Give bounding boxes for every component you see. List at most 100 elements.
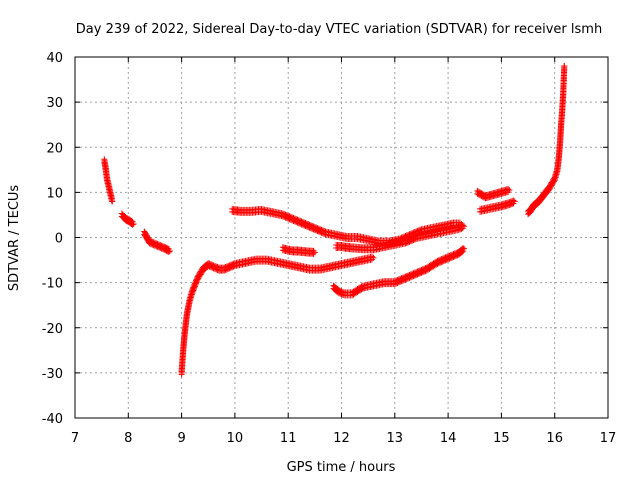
data-point xyxy=(403,276,410,283)
data-point xyxy=(190,286,197,293)
data-point xyxy=(407,274,414,281)
data-point xyxy=(507,201,514,208)
series-arc3 xyxy=(141,228,173,255)
data-point xyxy=(166,248,173,255)
x-tick-label: 17 xyxy=(600,431,617,446)
x-tick-label: 8 xyxy=(124,431,132,446)
data-point xyxy=(550,178,557,185)
data-point xyxy=(453,252,460,259)
data-point xyxy=(227,264,234,271)
y-tick-label: 40 xyxy=(46,51,63,66)
data-point xyxy=(405,239,412,246)
data-point xyxy=(191,283,198,290)
data-point xyxy=(443,256,450,263)
data-point xyxy=(410,237,417,244)
data-point xyxy=(458,225,465,232)
x-tick-label: 7 xyxy=(71,431,79,446)
data-point xyxy=(395,279,402,286)
data-point xyxy=(130,220,137,227)
data-point xyxy=(398,278,405,285)
data-point xyxy=(509,201,516,208)
data-point xyxy=(402,240,409,247)
x-tick-label: 16 xyxy=(546,431,563,446)
data-point xyxy=(433,261,440,268)
x-axis-label: GPS time / hours xyxy=(287,460,396,475)
data-point xyxy=(414,271,421,278)
data-point xyxy=(226,265,233,272)
chart-title: Day 239 of 2022, Sidereal Day-to-day VTE… xyxy=(76,22,602,37)
y-tick-label: 30 xyxy=(46,96,63,111)
data-point xyxy=(403,239,410,246)
y-tick-label: 20 xyxy=(46,141,63,156)
data-point xyxy=(461,245,468,252)
series-arc8 xyxy=(330,245,468,299)
y-tick-label: 10 xyxy=(46,186,63,201)
data-point xyxy=(411,272,418,279)
x-tick-label: 12 xyxy=(333,431,350,446)
series-arc2 xyxy=(118,210,137,228)
data-point xyxy=(311,249,318,256)
data-point xyxy=(451,253,458,260)
data-point xyxy=(193,279,200,286)
data-point xyxy=(415,270,422,277)
data-point xyxy=(419,269,426,276)
data-point xyxy=(417,270,424,277)
data-point xyxy=(506,202,513,209)
data-point xyxy=(411,236,418,243)
y-tick-label: -10 xyxy=(42,277,63,292)
series-arc11 xyxy=(525,63,568,218)
series-arc4 xyxy=(178,253,377,378)
y-tick-label: -20 xyxy=(42,322,63,337)
data-point xyxy=(225,265,232,272)
data-point xyxy=(450,254,457,261)
data-point xyxy=(409,273,416,280)
data-point xyxy=(410,273,417,280)
series-arc1 xyxy=(101,156,116,205)
data-point xyxy=(407,238,414,245)
data-point xyxy=(406,238,413,245)
data-point xyxy=(421,268,428,275)
data-points xyxy=(101,63,568,378)
data-point xyxy=(506,187,513,194)
x-tick-label: 11 xyxy=(280,431,297,446)
data-point xyxy=(406,274,413,281)
data-point xyxy=(561,63,568,70)
data-point xyxy=(405,275,412,282)
y-tick-label: -30 xyxy=(42,367,63,382)
data-point xyxy=(192,282,199,289)
data-point xyxy=(229,264,236,271)
data-point xyxy=(458,249,465,256)
data-point xyxy=(358,286,365,293)
x-tick-label: 10 xyxy=(227,431,244,446)
y-axis-label: SDTVAR / TECUs xyxy=(7,185,22,292)
y-tick-label: 0 xyxy=(55,232,63,247)
data-point xyxy=(397,278,404,285)
x-tick-label: 13 xyxy=(387,431,404,446)
data-point xyxy=(442,257,449,264)
data-point xyxy=(399,277,406,284)
data-point xyxy=(370,254,377,261)
x-tick-label: 9 xyxy=(177,431,185,446)
data-point xyxy=(109,198,116,205)
x-axis-ticks: 7 8 9 10 11 12 13 14 15 16 17 xyxy=(71,57,616,446)
data-point xyxy=(413,272,420,279)
data-point xyxy=(129,221,136,228)
data-point xyxy=(461,223,468,230)
data-point xyxy=(393,280,400,287)
data-point xyxy=(194,277,201,284)
data-point xyxy=(191,284,198,291)
data-point xyxy=(230,263,237,270)
data-point xyxy=(165,248,172,255)
series-arc5 xyxy=(229,205,465,247)
data-point xyxy=(402,276,409,283)
y-axis-ticks: -40 -30 -20 -10 0 10 20 30 40 xyxy=(42,51,608,427)
data-point xyxy=(437,259,444,266)
data-point xyxy=(447,255,454,262)
data-point xyxy=(190,287,197,294)
data-point xyxy=(401,277,408,284)
data-point xyxy=(445,256,452,263)
data-point xyxy=(394,279,401,286)
data-point xyxy=(422,268,429,275)
data-point xyxy=(222,267,229,274)
